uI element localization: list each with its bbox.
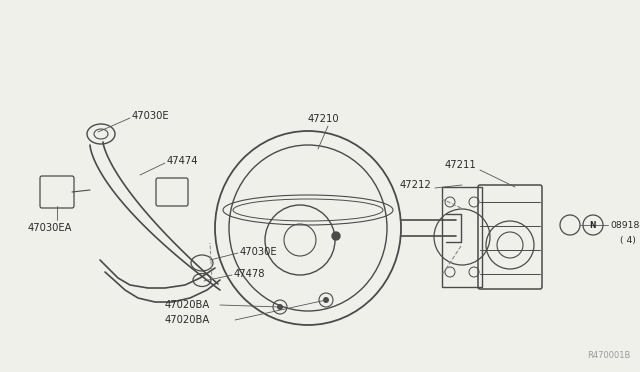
Text: 47020BA: 47020BA (165, 315, 211, 325)
Text: 47474: 47474 (167, 156, 198, 166)
Text: 47030E: 47030E (240, 247, 278, 257)
Circle shape (332, 232, 340, 240)
Text: 47478: 47478 (234, 269, 266, 279)
Circle shape (323, 297, 329, 303)
Text: ( 4): ( 4) (620, 235, 636, 244)
Circle shape (277, 304, 283, 310)
Text: 47030E: 47030E (132, 111, 170, 121)
Text: 47211: 47211 (445, 160, 477, 170)
Text: 47210: 47210 (307, 114, 339, 124)
Text: N: N (589, 221, 596, 230)
Text: 47020BA: 47020BA (165, 300, 211, 310)
Text: 47212: 47212 (400, 180, 432, 190)
Bar (442, 187, 482, 287)
Text: 47030EA: 47030EA (28, 223, 72, 233)
Text: R470001B: R470001B (587, 351, 630, 360)
Text: 08918-3081A: 08918-3081A (610, 221, 640, 230)
